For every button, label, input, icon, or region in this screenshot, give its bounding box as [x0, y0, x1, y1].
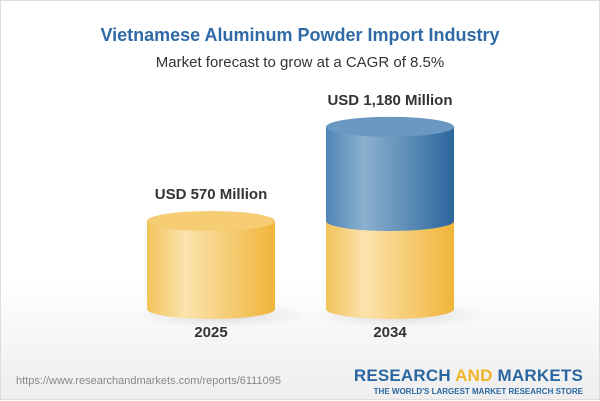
- category-label: 2025: [194, 324, 227, 341]
- cylinder-base-segment: [326, 221, 454, 319]
- category-label: 2034: [373, 324, 407, 341]
- cylinder-growth-segment: [326, 126, 454, 231]
- chart-title: Vietnamese Aluminum Powder Import Indust…: [100, 25, 500, 45]
- source-url[interactable]: https://www.researchandmarkets.com/repor…: [16, 375, 281, 387]
- cylinder-top: [147, 211, 275, 231]
- cylinder-base-segment: [147, 221, 275, 319]
- chart-subtitle: Market forecast to grow at a CAGR of 8.5…: [155, 54, 445, 71]
- data-label: USD 570 Million: [155, 186, 268, 203]
- cylinder-top: [326, 116, 454, 137]
- research-and-markets-logo: RESEARCH AND MARKETS THE WORLD'S LARGEST…: [353, 366, 583, 396]
- data-label: USD 1,180 Million: [327, 92, 452, 109]
